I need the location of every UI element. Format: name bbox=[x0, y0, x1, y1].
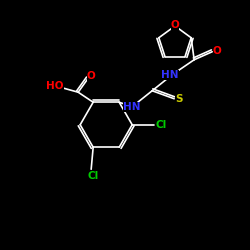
Text: HN: HN bbox=[124, 102, 141, 112]
Text: Cl: Cl bbox=[88, 171, 99, 181]
Text: O: O bbox=[213, 46, 222, 56]
Text: O: O bbox=[170, 20, 179, 30]
Text: O: O bbox=[87, 71, 96, 81]
Text: Cl: Cl bbox=[156, 120, 167, 130]
Text: HO: HO bbox=[46, 81, 64, 91]
Text: S: S bbox=[176, 94, 183, 104]
Text: HN: HN bbox=[162, 70, 179, 80]
